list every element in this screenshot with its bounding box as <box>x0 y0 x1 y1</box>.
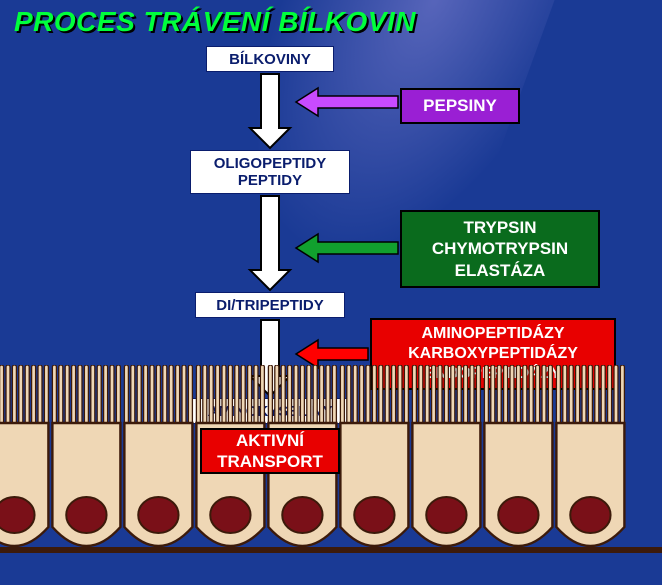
flow-node-oligopeptidy: OLIGOPEPTIDY PEPTIDY <box>190 150 350 194</box>
enzyme-box-pepsiny: PEPSINY <box>400 88 520 124</box>
enzyme-box-trypsin: TRYPSINCHYMOTRYPSINELASTÁZA <box>400 210 600 288</box>
flow-node-bilkoviny: BÍLKOVINY <box>206 46 334 72</box>
slide-title: PROCES TRÁVENÍ BÍLKOVIN <box>14 6 416 38</box>
flow-node-ditripeptidy: DI/TRIPEPTIDY <box>195 292 345 318</box>
transport-box: AKTIVNÍ TRANSPORT <box>200 428 340 474</box>
